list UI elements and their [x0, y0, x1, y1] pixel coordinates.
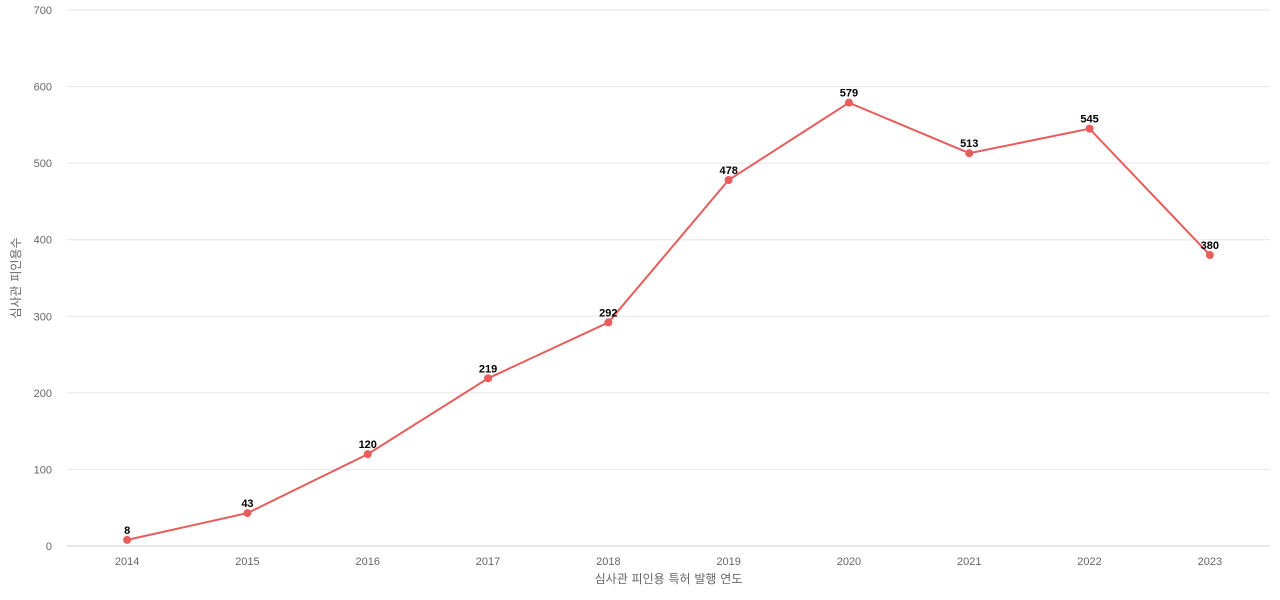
- data-label: 8: [124, 525, 130, 537]
- x-tick-label: 2014: [115, 556, 139, 568]
- data-point: [965, 149, 974, 158]
- data-label: 219: [479, 363, 497, 375]
- x-tick-label: 2022: [1077, 556, 1101, 568]
- data-point: [604, 318, 613, 327]
- y-tick-label: 700: [34, 5, 52, 17]
- y-tick-label: 0: [46, 541, 52, 553]
- y-tick-label: 200: [34, 388, 52, 400]
- x-tick-label: 2016: [356, 556, 380, 568]
- data-point: [844, 98, 853, 107]
- series-line: [126, 101, 1211, 541]
- data-label: 478: [719, 165, 737, 177]
- y-tick-label: 500: [34, 158, 52, 170]
- data-point: [1205, 251, 1214, 260]
- data-point: [363, 450, 372, 459]
- y-axis-label: 심사관 피인용수: [9, 237, 23, 318]
- data-label: 292: [599, 307, 617, 319]
- x-tick-label: 2017: [476, 556, 500, 568]
- y-tick-label: 400: [34, 235, 52, 247]
- data-label: 43: [241, 498, 253, 510]
- y-tick-label: 100: [34, 464, 52, 476]
- y-tick-label: 300: [34, 311, 52, 323]
- data-point: [123, 535, 132, 544]
- x-axis-ticks: 2014 2015 2016 2017 2018 2019 2020 2021 2022 2023: [115, 556, 1222, 568]
- series: 8 43 120 219 292 478 579 513 545 380: [123, 88, 1219, 544]
- data-label: 545: [1080, 114, 1098, 126]
- data-label: 579: [840, 88, 858, 100]
- x-axis-label: 심사관 피인용 특허 발행 연도: [595, 571, 743, 586]
- data-point: [484, 374, 493, 383]
- y-tick-label: 600: [34, 82, 52, 94]
- data-point: [243, 509, 252, 518]
- data-label: 380: [1201, 240, 1219, 252]
- data-label: 120: [359, 439, 377, 451]
- data-point: [1085, 124, 1094, 133]
- x-tick-label: 2019: [716, 556, 740, 568]
- x-tick-label: 2015: [235, 556, 259, 568]
- x-tick-label: 2020: [837, 556, 861, 568]
- x-tick-label: 2023: [1198, 556, 1222, 568]
- x-tick-label: 2018: [596, 556, 620, 568]
- y-axis-ticks: 0 100 200 300 400 500 600 700: [34, 5, 52, 553]
- data-label: 513: [960, 138, 978, 150]
- gridlines: [67, 9, 1270, 547]
- x-tick-label: 2021: [957, 556, 981, 568]
- data-point: [724, 175, 733, 184]
